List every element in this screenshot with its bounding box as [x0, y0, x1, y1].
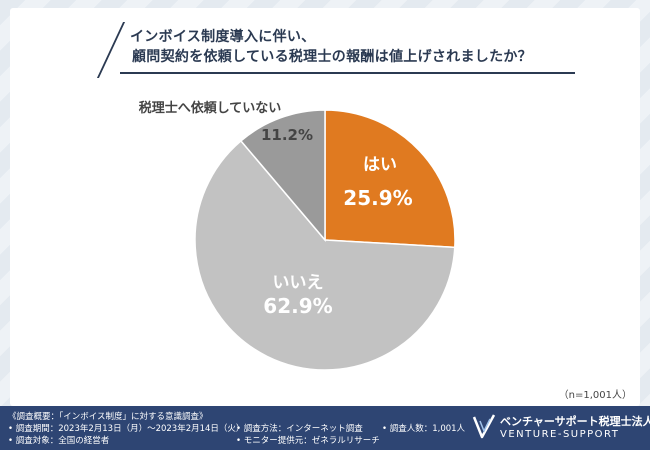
survey-monitor: • モニター提供元：ゼネラルリサーチ: [236, 436, 380, 446]
slice-no-value: 62.9%: [263, 294, 332, 318]
logo-japanese-text: ベンチャーサポート税理士法人: [500, 415, 650, 428]
title-line-2: 顧問契約を依頼している税理士の報酬は値上げされましたか？: [132, 49, 532, 65]
survey-title: 《調査概要：「インボイス制度」に対する意識調査》: [8, 412, 208, 422]
company-logo: ベンチャーサポート税理士法人 VENTURE-SUPPORT: [472, 410, 650, 446]
slice-yes: [324, 109, 456, 249]
footer-col-1: 《調査概要：「インボイス制度」に対する意識調査》 • 調査期間：2023年2月1…: [8, 411, 244, 447]
logo-mark-icon: [472, 414, 496, 439]
survey-period: • 調査期間：2023年2月13日（月）～2023年2月14日（火）: [8, 424, 245, 434]
sample-size-note: （n=1,001人）: [558, 390, 632, 401]
slice-not-requested: [239, 109, 326, 243]
survey-target: • 調査対象：全国の経営者: [8, 436, 110, 446]
chart-title: インボイス制度導入に伴い、 顧問契約を依頼している税理士の報酬は値上げされました…: [96, 20, 575, 78]
title-line-1: インボイス制度導入に伴い、: [130, 29, 316, 45]
footer-col-2: • 調査方法：インターネット調査 • モニター提供元：ゼネラルリサーチ: [236, 423, 380, 447]
slice-no: [194, 139, 456, 371]
title-underline: [120, 72, 575, 74]
logo-english-text: VENTURE-SUPPORT: [500, 429, 620, 440]
slice-yes-label: はい: [363, 155, 397, 175]
survey-method: • 調査方法：インターネット調査: [236, 424, 363, 434]
slice-yes-value: 25.9%: [343, 186, 412, 210]
survey-count: • 調査人数：1,001人: [382, 424, 466, 434]
survey-footer: 《調査概要：「インボイス制度」に対する意識調査》 • 調査期間：2023年2月1…: [0, 406, 650, 450]
footer-col-3: • 調査人数：1,001人: [382, 423, 465, 435]
slice-not-requested-value: 11.2%: [261, 126, 313, 144]
slice-not-requested-label: 税理士へ依頼していない: [139, 100, 282, 116]
slice-no-label: いいえ: [273, 273, 324, 293]
